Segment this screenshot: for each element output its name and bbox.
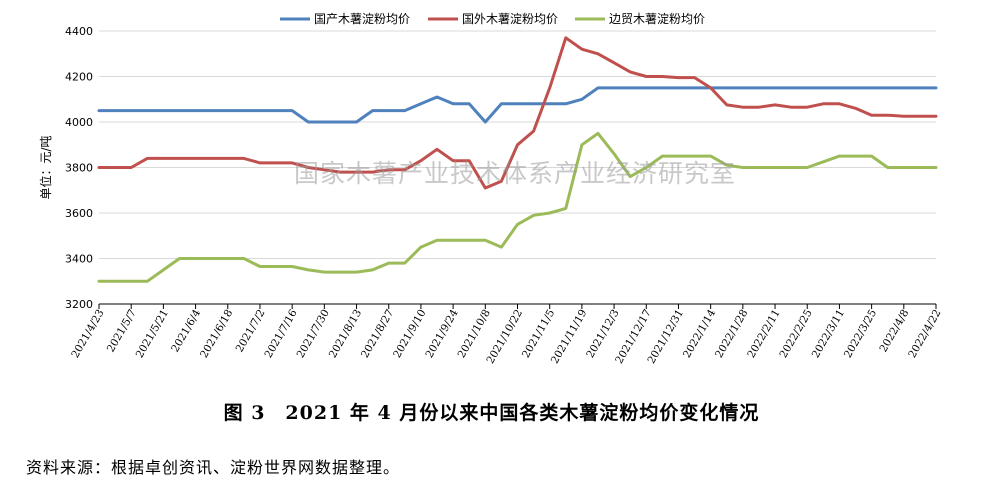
x-tick-label: 2021/4/23 [69,308,106,361]
legend-label: 边贸木薯淀粉均价 [609,12,705,26]
x-tick-label: 2022/1/28 [713,308,750,361]
line-chart: 32003400360038004000420044002021/4/23202… [38,12,944,366]
watermark-text: 国家木薯产业技术体系产业经济研究室 [294,159,736,188]
y-tick-label: 3800 [65,162,93,175]
x-tick-label: 2021/7/30 [295,308,332,361]
x-tick-label: 2021/6/18 [198,308,235,361]
x-tick-label: 2021/8/13 [327,308,364,361]
x-tick-label: 2022/1/14 [681,307,718,360]
y-axis-label: 单位：元/吨 [38,135,53,199]
y-tick-label: 3600 [65,207,93,220]
x-tick-label: 2021/10/8 [456,308,493,361]
x-tick-label: 2022/2/25 [778,308,815,361]
y-tick-label: 4400 [65,25,93,38]
x-tick-label: 2021/12/3 [584,308,621,361]
x-tick-label: 2022/4/22 [906,308,943,361]
x-tick-label: 2022/3/11 [810,308,847,361]
source-note: 资料来源：根据卓创资讯、淀粉世界网数据整理。 [26,458,401,477]
x-tick-label: 2021/5/7 [105,308,139,355]
y-tick-label: 3400 [65,253,93,266]
y-tick-label: 3200 [65,298,93,311]
x-tick-label: 2021/7/16 [262,307,299,360]
x-tick-label: 2022/4/8 [877,308,911,355]
y-tick-label: 4200 [65,71,93,84]
x-tick-label: 2022/3/25 [842,308,879,361]
x-tick-label: 2021/8/27 [359,308,396,361]
x-tick-label: 2021/11/5 [520,308,557,361]
y-tick-label: 4000 [65,116,93,129]
figure-caption: 图 3 2021 年 4 月份以来中国各类木薯淀粉均价变化情况 [223,402,760,424]
x-tick-label: 2021/6/4 [169,307,203,354]
series-line-3 [97,131,938,283]
x-tick-label: 2021/9/24 [423,307,460,360]
legend-label: 国外木薯淀粉均价 [462,12,558,26]
legend-label: 国产木薯淀粉均价 [314,12,410,26]
series-line-1 [97,86,938,124]
x-tick-label: 2021/9/10 [391,308,428,361]
series-line-2 [97,36,938,190]
x-tick-label: 2022/2/11 [745,308,782,361]
x-tick-label: 2021/5/21 [134,308,171,361]
x-tick-label: 2021/7/2 [234,308,268,355]
